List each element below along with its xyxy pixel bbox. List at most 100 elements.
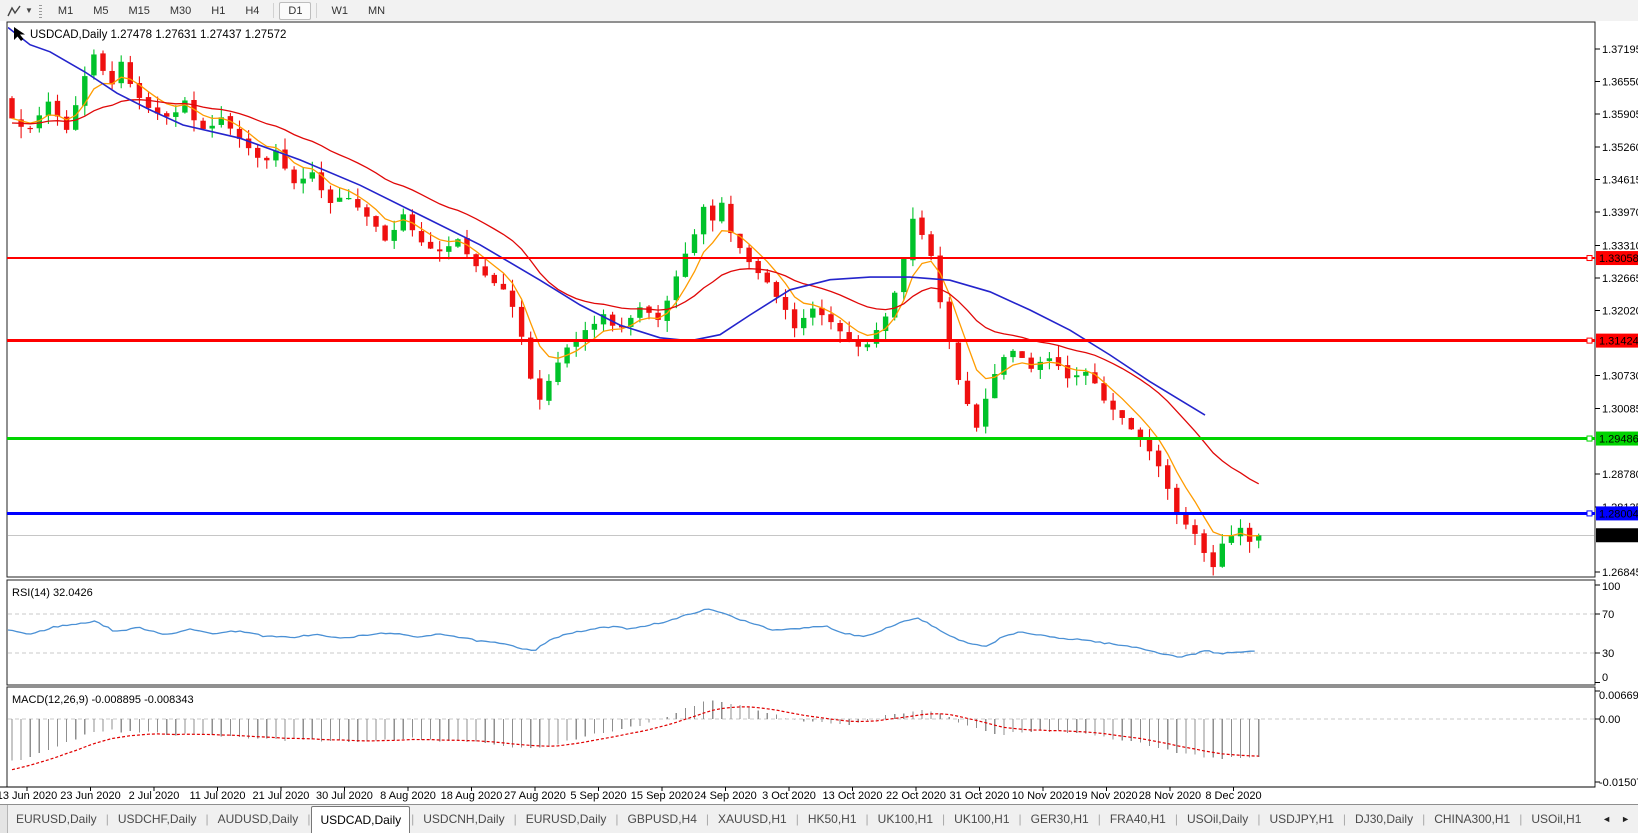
timeframe-button-h1[interactable]: H1 [211, 4, 226, 17]
symbol-tab-usoil-h1[interactable]: USOil,H1 [1531, 812, 1582, 826]
symbol-tab-dj30-daily[interactable]: DJ30,Daily [1355, 812, 1414, 826]
candle-body [218, 117, 224, 125]
candle-body [173, 112, 179, 117]
tab-separator: | [307, 812, 311, 826]
symbol-tab-china300-h1[interactable]: CHINA300,H1 [1434, 812, 1511, 826]
candle-body [901, 259, 907, 293]
candle-body [164, 113, 170, 117]
main-chart-area[interactable] [7, 26, 1595, 576]
symbol-tab-xauusd-h1[interactable]: XAUUSD,H1 [718, 812, 787, 826]
price-tick-label: 1.35260 [1602, 142, 1638, 154]
date-label: 15 Sep 2020 [631, 790, 693, 802]
symbol-tab-eurusd-daily[interactable]: EURUSD,Daily [525, 812, 607, 826]
candle-body [1228, 536, 1235, 543]
candle-body [791, 309, 798, 329]
symbol-tab-uk100-h1[interactable]: UK100,H1 [877, 812, 934, 826]
candle-body [1183, 512, 1189, 525]
dropdown-caret-icon[interactable]: ▼ [25, 6, 33, 15]
candle-body [1237, 527, 1244, 537]
candle-body [1001, 357, 1007, 375]
symbol-tab-ger30-h1[interactable]: GER30,H1 [1030, 812, 1089, 826]
macd-axis-label: 0.006692 [1599, 690, 1638, 702]
candle-body [946, 301, 952, 342]
tab-separator: | [1257, 812, 1261, 826]
price-tick-label: 1.26845 [1602, 567, 1638, 579]
rsi-panel[interactable] [6, 579, 1596, 686]
symbol-tab-usdjpy-h1[interactable]: USDJPY,H1 [1269, 812, 1334, 826]
candle-body [200, 120, 206, 130]
candle-body [437, 249, 443, 252]
candle-body [764, 272, 770, 283]
candle-body [882, 316, 889, 332]
timeframe-button-h4[interactable]: H4 [245, 4, 260, 17]
symbol-tab-usdcnh-daily[interactable]: USDCNH,Daily [423, 812, 505, 826]
candle-body [300, 178, 306, 184]
symbol-tab-audusd-daily[interactable]: AUDUSD,Daily [217, 812, 299, 826]
candle-body [528, 337, 534, 379]
symbol-tab-usdcad-daily[interactable]: USDCAD,Daily [311, 806, 411, 833]
symbol-tab-fra40-h1[interactable]: FRA40,H1 [1109, 812, 1166, 826]
hline-anchor-square [1586, 510, 1593, 517]
date-label: 21 Jul 2020 [253, 790, 310, 802]
candle-body [1201, 533, 1207, 553]
candle-body [427, 241, 434, 249]
date-label: 8 Dec 2020 [1205, 790, 1261, 802]
symbol-tab-uk100-h1[interactable]: UK100,H1 [954, 812, 1010, 826]
tab-list: EURUSD,Daily | USDCHF,Daily | AUDUSD,Daily | U… [8, 805, 1589, 833]
time-axis[interactable]: 13 Jun 2020 23 Jun 2020 2 Jul 2020 11 Jul 2… [0, 786, 1595, 802]
timeframe-button-m30[interactable]: M30 [169, 4, 192, 17]
toolbar-grip[interactable] [38, 3, 42, 18]
ma-blue-line [8, 26, 1206, 416]
chart-title: USDCAD,Daily 1.27478 1.27631 1.27437 1.2… [30, 29, 286, 41]
chart-cursor-icon [14, 27, 25, 41]
timeframe-button-m15[interactable]: M15 [128, 4, 150, 17]
rsi-level-label: 70 [1602, 609, 1614, 621]
candle-body [1028, 357, 1034, 369]
tab-scroll-left-icon[interactable]: ◄ [1602, 814, 1612, 824]
chart-tab-bar: EURUSD,Daily | USDCHF,Daily | AUDUSD,Daily | U… [0, 804, 1638, 833]
macd-axis-label: -0.015075 [1599, 777, 1638, 789]
candle-body [1046, 358, 1053, 361]
candle-body [746, 247, 752, 263]
candle-body [373, 216, 379, 227]
macd-signal-line [11, 706, 1259, 771]
candle-body [391, 229, 397, 241]
candle-body [264, 157, 270, 161]
candle-body [773, 282, 780, 297]
chart-draw-tool-button[interactable]: ▼ [0, 3, 37, 19]
candle-body [1210, 552, 1216, 568]
candle-body [1119, 410, 1125, 418]
timeframe-button-d1[interactable]: D1 [279, 1, 312, 20]
ma-orange-line [11, 76, 1259, 537]
timeframe-button-w1[interactable]: W1 [331, 4, 348, 17]
date-label: 11 Jul 2020 [189, 790, 245, 802]
candle-body [673, 276, 679, 301]
symbol-tab-usoil-daily[interactable]: USOil,Daily [1186, 812, 1249, 826]
price-tick-label: 1.36550 [1602, 77, 1638, 89]
symbol-tab-gbpusd-h4[interactable]: GBPUSD,H4 [627, 812, 697, 826]
candle-body [45, 101, 52, 116]
date-label: 23 Jun 2020 [60, 790, 121, 802]
horizontal-lines[interactable] [7, 255, 1595, 517]
timeframe-button-m1[interactable]: M1 [57, 4, 74, 17]
symbol-tab-eurusd-daily[interactable]: EURUSD,Daily [16, 812, 97, 826]
timeframe-button-mn[interactable]: MN [367, 4, 386, 17]
timeframe-button-m5[interactable]: M5 [93, 4, 109, 17]
candle-body [1092, 372, 1098, 384]
price-axis[interactable]: 1.37195 1.36550 1.35905 1.35260 1.34615 1.339… [1595, 44, 1638, 579]
candle-body [873, 330, 880, 344]
symbol-tab-hk50-h1[interactable]: HK50,H1 [807, 812, 857, 826]
tab-sliver[interactable] [0, 805, 8, 833]
tab-scroll-right-icon[interactable]: ► [1621, 814, 1630, 824]
candle-body [1064, 365, 1071, 379]
main-chart-panel[interactable] [6, 21, 1596, 578]
hline-anchor-square [1586, 255, 1593, 262]
price-tick-label: 1.32665 [1602, 273, 1638, 285]
price-tick-label: 1.33970 [1602, 207, 1638, 219]
candle-body [664, 300, 670, 321]
symbol-tab-usdchf-daily[interactable]: USDCHF,Daily [117, 812, 197, 826]
macd-panel[interactable] [6, 686, 1596, 788]
candle-body [782, 297, 789, 310]
candle-body [992, 374, 998, 399]
